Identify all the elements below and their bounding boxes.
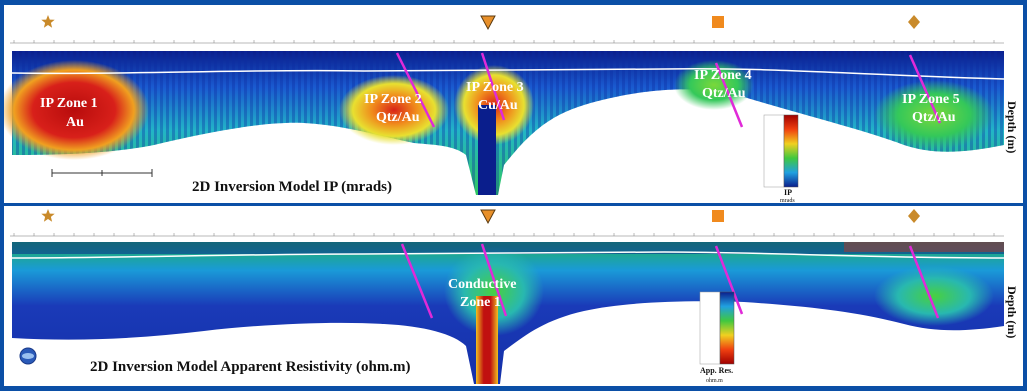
ip-anomaly-zone-5 [874, 80, 994, 150]
ip-anomaly-zone-1 [4, 60, 149, 160]
res-topography-line [11, 251, 1005, 259]
company-logo [19, 347, 37, 365]
ip-zone-1-sublabel: Au [66, 115, 84, 130]
ip-anomaly-zone-4 [674, 60, 754, 110]
ip-zone-3-label: IP Zone 3 [466, 80, 524, 95]
ip-legend-label: IP [784, 188, 792, 197]
res-zone-label: Conductive [448, 277, 516, 292]
ip-axis-ticks [13, 40, 995, 43]
res-fault-lines [400, 243, 940, 319]
ip-zone-4-sublabel: Qtz/Au [702, 86, 746, 101]
ip-zone-5-label: IP Zone 5 [902, 92, 960, 107]
res-zone-sublabel: Zone 1 [460, 295, 501, 310]
res-conductive-halo [444, 246, 544, 336]
res-axis-ticks [13, 233, 995, 236]
ip-colorbar [783, 114, 799, 188]
res-legend-unit: ohm.m [706, 378, 723, 384]
scale-bar [51, 169, 153, 177]
ip-fault-lines [395, 52, 942, 128]
ip-section-svg: IP Zone 1 Au IP Zone 2 Qtz/Au IP Zone 3 … [4, 40, 1019, 203]
res-colorbar [719, 291, 735, 365]
resistivity-section-svg: Conductive Zone 1 App. Res. ohm.m 2D Inv… [10, 233, 1019, 384]
res-legend: App. Res. ohm.m [699, 291, 735, 384]
res-surface-band [12, 242, 1004, 254]
ip-zone-labels: IP Zone 1 Au IP Zone 2 Qtz/Au IP Zone 3 … [40, 68, 960, 130]
res-depth-axis-label: Depth (m) [1005, 286, 1019, 338]
res-legend-label: App. Res. [700, 366, 733, 375]
ip-depth-axis-label: Depth (m) [1005, 101, 1019, 153]
ip-zone-1-label: IP Zone 1 [40, 96, 98, 111]
ip-legend-unit: mrads [780, 198, 795, 203]
ip-zone-4-label: IP Zone 4 [694, 68, 752, 83]
ip-zone-2-label: IP Zone 2 [364, 92, 422, 107]
ip-legend: IP mrads [763, 114, 799, 203]
ip-zone-5-sublabel: Qtz/Au [912, 110, 956, 125]
ip-panel-title: 2D Inversion Model IP (mrads) [192, 179, 392, 195]
resistivity-section-panel: Conductive Zone 1 App. Res. ohm.m 2D Inv… [4, 206, 1023, 386]
ip-conductor-column [478, 105, 496, 195]
ip-anomaly-zone-2 [339, 75, 449, 145]
res-panel-title: 2D Inversion Model Apparent Resistivity … [90, 359, 411, 375]
ip-section-panel: IP Zone 1 Au IP Zone 2 Qtz/Au IP Zone 3 … [4, 5, 1023, 203]
res-conductor-column [476, 296, 498, 384]
ip-zone-3-sublabel: Cu/Au [478, 98, 518, 113]
ip-topography-line [11, 67, 1005, 80]
ip-zone-2-sublabel: Qtz/Au [376, 110, 420, 125]
res-zone-east [874, 266, 994, 326]
